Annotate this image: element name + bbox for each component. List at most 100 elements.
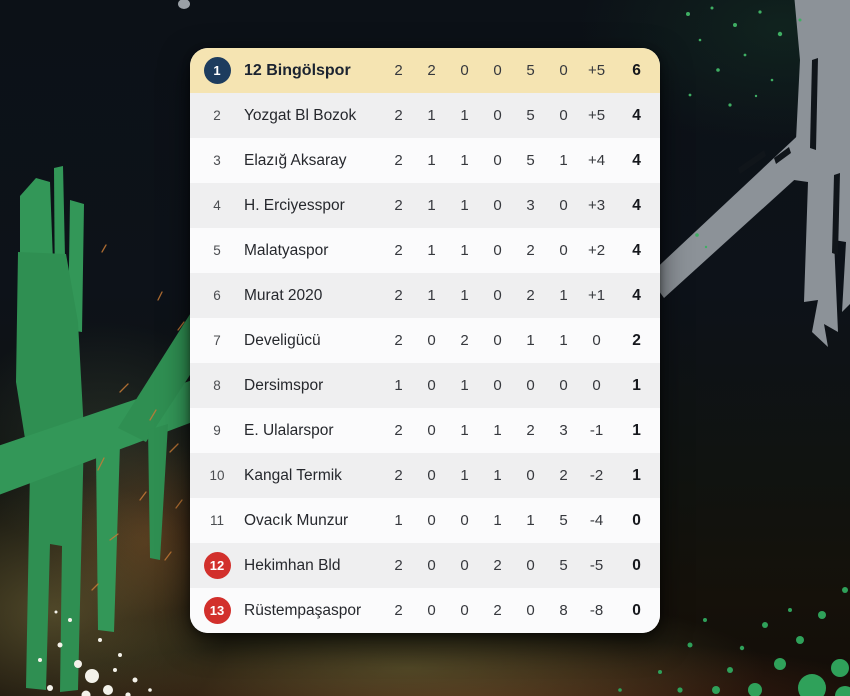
stat-goal-diff: +3 bbox=[587, 197, 606, 214]
rank-cell: 3 bbox=[190, 153, 244, 168]
table-row[interactable]: 8 Dersimspor 1 0 1 0 0 0 0 1 bbox=[190, 363, 660, 408]
stat-goals-for: 0 bbox=[526, 602, 535, 619]
stat-wins: 0 bbox=[427, 512, 436, 529]
stat-played: 2 bbox=[394, 422, 403, 439]
team-name: Malatyaspor bbox=[244, 241, 329, 259]
stat-wins: 1 bbox=[427, 152, 436, 169]
stat-wins: 0 bbox=[427, 467, 436, 484]
stat-goals-against: 0 bbox=[559, 242, 568, 259]
stat-goal-diff: +2 bbox=[587, 242, 606, 259]
stat-wins: 0 bbox=[427, 557, 436, 574]
rank-badge: 13 bbox=[203, 597, 231, 624]
team-name: 12 Bingölspor bbox=[244, 61, 351, 79]
table-row[interactable]: 1 12 Bingölspor 2 2 0 0 5 0 +5 6 bbox=[190, 48, 660, 93]
stat-played: 1 bbox=[394, 512, 403, 529]
rank-badge: 6 bbox=[213, 288, 221, 303]
table-row[interactable]: 9 E. Ulalarspor 2 0 1 1 2 3 -1 1 bbox=[190, 408, 660, 453]
stat-losses: 1 bbox=[493, 422, 502, 439]
stat-goal-diff: -2 bbox=[589, 467, 604, 484]
stat-goal-diff: +5 bbox=[587, 107, 606, 124]
stat-played: 2 bbox=[394, 242, 403, 259]
stat-draws: 1 bbox=[460, 467, 469, 484]
stat-losses: 0 bbox=[493, 197, 502, 214]
team-name: Ovacık Munzur bbox=[244, 511, 349, 529]
stat-goal-diff: +4 bbox=[587, 152, 606, 169]
stat-goal-diff: -1 bbox=[589, 422, 604, 439]
stat-goal-diff: 0 bbox=[592, 332, 601, 349]
points: 0 bbox=[632, 556, 641, 574]
stat-losses: 0 bbox=[493, 332, 502, 349]
stat-wins: 2 bbox=[427, 62, 436, 79]
stat-goals-against: 2 bbox=[559, 467, 568, 484]
rank-badge: 5 bbox=[213, 243, 221, 258]
stat-goals-against: 1 bbox=[559, 287, 568, 304]
table-row[interactable]: 3 Elazığ Aksaray 2 1 1 0 5 1 +4 4 bbox=[190, 138, 660, 183]
stat-goals-against: 0 bbox=[559, 107, 568, 124]
stat-played: 2 bbox=[394, 332, 403, 349]
white-splatter-bottom-left bbox=[38, 610, 152, 696]
table-row[interactable]: 2 Yozgat Bl Bozok 2 1 1 0 5 0 +5 4 bbox=[190, 93, 660, 138]
table-row[interactable]: 13 Rüstempaşaspor 2 0 0 2 0 8 -8 0 bbox=[190, 588, 660, 633]
stat-goals-against: 8 bbox=[559, 602, 568, 619]
stat-goals-for: 2 bbox=[526, 422, 535, 439]
points: 1 bbox=[632, 376, 641, 394]
stat-wins: 1 bbox=[427, 242, 436, 259]
table-row[interactable]: 11 Ovacık Munzur 1 0 0 1 1 5 -4 0 bbox=[190, 498, 660, 543]
stat-goals-against: 0 bbox=[559, 62, 568, 79]
stat-goals-for: 5 bbox=[526, 152, 535, 169]
points: 2 bbox=[632, 331, 641, 349]
stat-draws: 1 bbox=[460, 377, 469, 394]
rank-cell: 6 bbox=[190, 288, 244, 303]
table-row[interactable]: 6 Murat 2020 2 1 1 0 2 1 +1 4 bbox=[190, 273, 660, 318]
stat-played: 2 bbox=[394, 557, 403, 574]
rank-cell: 7 bbox=[190, 333, 244, 348]
stat-losses: 0 bbox=[493, 62, 502, 79]
stat-draws: 0 bbox=[460, 557, 469, 574]
team-name: Rüstempaşaspor bbox=[244, 601, 362, 619]
stat-goal-diff: -5 bbox=[589, 557, 604, 574]
stat-losses: 2 bbox=[493, 557, 502, 574]
stat-draws: 0 bbox=[460, 512, 469, 529]
stat-played: 2 bbox=[394, 287, 403, 304]
table-row[interactable]: 4 H. Erciyesspor 2 1 1 0 3 0 +3 4 bbox=[190, 183, 660, 228]
stat-draws: 1 bbox=[460, 107, 469, 124]
stat-goals-for: 0 bbox=[526, 377, 535, 394]
stat-played: 1 bbox=[394, 377, 403, 394]
stat-goal-diff: -8 bbox=[589, 602, 604, 619]
table-row[interactable]: 7 Develigücü 2 0 2 0 1 1 0 2 bbox=[190, 318, 660, 363]
stat-losses: 0 bbox=[493, 107, 502, 124]
rank-cell: 12 bbox=[190, 552, 244, 579]
stat-wins: 1 bbox=[427, 197, 436, 214]
table-row[interactable]: 5 Malatyaspor 2 1 1 0 2 0 +2 4 bbox=[190, 228, 660, 273]
rank-badge: 8 bbox=[213, 378, 221, 393]
stat-goals-for: 0 bbox=[526, 467, 535, 484]
table-row[interactable]: 10 Kangal Termik 2 0 1 1 0 2 -2 1 bbox=[190, 453, 660, 498]
rank-badge: 11 bbox=[209, 513, 224, 528]
green-speckles-top-right bbox=[686, 6, 802, 249]
rank-cell: 9 bbox=[190, 423, 244, 438]
stat-goal-diff: +5 bbox=[587, 62, 606, 79]
stat-goals-against: 0 bbox=[559, 377, 568, 394]
stat-losses: 1 bbox=[493, 467, 502, 484]
table-row[interactable]: 12 Hekimhan Bld 2 0 0 2 0 5 -5 0 bbox=[190, 543, 660, 588]
points: 0 bbox=[632, 601, 641, 619]
rank-cell: 11 bbox=[190, 513, 244, 528]
stat-goals-for: 3 bbox=[526, 197, 535, 214]
stat-losses: 0 bbox=[493, 152, 502, 169]
stat-goal-diff: -4 bbox=[589, 512, 604, 529]
stat-wins: 0 bbox=[427, 377, 436, 394]
stat-goals-for: 2 bbox=[526, 287, 535, 304]
league-table-card: 1 12 Bingölspor 2 2 0 0 5 0 +5 6 2 Yozga… bbox=[190, 48, 660, 633]
stat-played: 2 bbox=[394, 602, 403, 619]
stat-goals-for: 0 bbox=[526, 557, 535, 574]
team-name: Develigücü bbox=[244, 331, 321, 349]
stat-goals-for: 2 bbox=[526, 242, 535, 259]
rank-badge: 2 bbox=[213, 108, 221, 123]
stat-goals-against: 5 bbox=[559, 557, 568, 574]
stat-played: 2 bbox=[394, 62, 403, 79]
rank-badge: 9 bbox=[213, 423, 221, 438]
green-splatter-bottom-right bbox=[618, 587, 850, 696]
rank-badge: 4 bbox=[213, 198, 221, 213]
stat-losses: 2 bbox=[493, 602, 502, 619]
